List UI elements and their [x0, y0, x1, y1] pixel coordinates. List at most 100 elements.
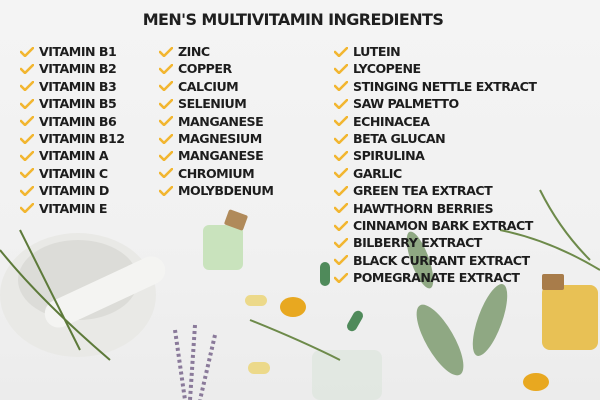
ingredient-item: GREEN TEA EXTRACT: [334, 182, 536, 199]
checkmark-icon: [334, 98, 348, 109]
minerals-column: ZINC COPPER CALCIUM SELENIUM MANGANESE MAGNES…: [159, 43, 274, 200]
sage-leaves: [406, 231, 508, 376]
checkmark-icon: [20, 46, 34, 57]
ingredient-item: VITAMIN B2: [20, 60, 125, 77]
ingredient-item: MANGANESE: [159, 113, 273, 130]
checkmark-icon: [159, 64, 173, 75]
green-oil-bottle: [203, 225, 243, 270]
ingredient-item: VITAMIN D: [20, 182, 125, 199]
ingredient-label: CINNAMON BARK EXTRACT: [353, 217, 533, 233]
ingredient-label: ZINC: [178, 44, 210, 59]
ingredient-label: HAWTHORN BERRIES: [353, 200, 494, 216]
rosemary-sprig: [249, 189, 600, 361]
checkmark-icon: [159, 116, 173, 127]
checkmark-icon: [334, 168, 348, 179]
checkmark-icon: [334, 237, 348, 248]
checkmark-icon: [334, 81, 348, 92]
ingredient-label: BILBERRY EXTRACT: [353, 235, 482, 251]
ingredient-item: CALCIUM: [159, 78, 273, 95]
checkmark-icon: [159, 46, 173, 57]
ingredient-label: GARLIC: [353, 165, 402, 181]
vitamins-column: VITAMIN B1 VITAMIN B2 VITAMIN B3 VITAMIN B5…: [20, 43, 125, 217]
ingredient-label: SELENIUM: [178, 96, 247, 112]
checkmark-icon: [334, 272, 348, 283]
ingredient-label: VITAMIN A: [39, 148, 109, 164]
ingredient-label: MANGANESE: [178, 113, 264, 129]
ingredient-item: ZINC: [159, 43, 273, 60]
checkmark-icon: [20, 64, 34, 75]
ingredient-item: STINGING NETTLE EXTRACT: [334, 78, 537, 95]
checkmark-icon: [334, 133, 348, 144]
ingredient-label: VITAMIN C: [39, 165, 108, 181]
checkmark-icon: [334, 203, 348, 214]
ingredient-item: MAGNESIUM: [159, 130, 273, 147]
ingredient-label: COPPER: [178, 61, 232, 77]
checkmark-icon: [20, 98, 34, 109]
ingredient-item: GARLIC: [334, 165, 536, 182]
capsule: [347, 310, 363, 332]
ingredient-label: SAW PALMETTO: [353, 96, 459, 112]
ingredient-label: BLACK CURRANT EXTRACT: [353, 252, 530, 268]
ingredient-item: CHROMIUM: [159, 165, 273, 182]
ingredient-label: GREEN TEA EXTRACT: [353, 183, 493, 199]
ingredient-item: VITAMIN E: [20, 200, 125, 217]
checkmark-icon: [334, 64, 348, 75]
capsule: [245, 295, 267, 306]
ingredient-item: BILBERRY EXTRACT: [334, 234, 536, 251]
ingredient-label: CALCIUM: [178, 78, 239, 94]
ingredient-label: VITAMIN B2: [39, 61, 117, 77]
extracts-column: LUTEIN LYCOPENE STINGING NETTLE EXTRACT SAW…: [334, 43, 537, 286]
checkmark-icon: [334, 185, 348, 196]
ingredient-item: MOLYBDENUM: [159, 182, 274, 199]
checkmark-icon: [20, 168, 34, 179]
page-title: MEN'S MULTIVITAMIN INGREDIENTS: [142, 10, 444, 29]
checkmark-icon: [20, 116, 34, 127]
ingredient-item: ECHINACEA: [334, 113, 536, 130]
checkmark-icon: [159, 98, 173, 109]
ingredient-label: VITAMIN B5: [39, 96, 117, 112]
ingredient-item: BETA GLUCAN: [334, 130, 536, 147]
checkmark-icon: [20, 133, 34, 144]
ingredient-label: STINGING NETTLE EXTRACT: [353, 78, 537, 94]
ingredient-item: VITAMIN C: [20, 165, 125, 182]
capsule: [248, 362, 270, 374]
ingredient-label: LUTEIN: [353, 44, 401, 59]
ingredient-label: VITAMIN B12: [39, 130, 125, 146]
ingredient-item: SAW PALMETTO: [334, 95, 536, 112]
ingredient-item: SELENIUM: [159, 95, 273, 112]
ingredient-item: VITAMIN A: [20, 147, 125, 164]
ingredient-label: VITAMIN B6: [39, 113, 117, 129]
ingredient-label: CHROMIUM: [178, 165, 255, 181]
ingredient-label: BETA GLUCAN: [353, 130, 446, 146]
lavender-sprigs: [173, 324, 217, 400]
clear-bottle: [312, 350, 382, 400]
ingredient-item: CINNAMON BARK EXTRACT: [334, 217, 536, 234]
ingredient-label: SPIRULINA: [353, 148, 425, 164]
ingredient-item: COPPER: [159, 60, 273, 77]
checkmark-icon: [334, 220, 348, 231]
ingredient-label: MAGNESIUM: [178, 130, 262, 146]
checkmark-icon: [20, 185, 34, 196]
checkmark-icon: [334, 46, 348, 57]
ingredient-item: LYCOPENE: [334, 60, 536, 77]
capsule: [320, 262, 330, 286]
ingredient-item: VITAMIN B5: [20, 95, 125, 112]
ingredient-item: HAWTHORN BERRIES: [334, 200, 536, 217]
ingredient-label: LYCOPENE: [353, 61, 421, 77]
checkmark-icon: [159, 133, 173, 144]
checkmark-icon: [334, 116, 348, 127]
ingredient-label: VITAMIN B1: [39, 44, 117, 59]
ingredient-item: BLACK CURRANT EXTRACT: [334, 252, 536, 269]
checkmark-icon: [334, 151, 348, 162]
ingredient-item: VITAMIN B3: [20, 78, 125, 95]
ingredient-item: MANGANESE: [159, 147, 273, 164]
yellow-oil-bottle: [542, 285, 598, 350]
checkmark-icon: [159, 81, 173, 92]
ingredient-item: VITAMIN B6: [20, 113, 125, 130]
ingredient-label: VITAMIN E: [39, 200, 108, 216]
ingredient-label: VITAMIN D: [39, 183, 109, 199]
ingredient-item: VITAMIN B12: [20, 130, 125, 147]
ingredient-label: VITAMIN B3: [39, 78, 117, 94]
ingredient-item: LUTEIN: [334, 43, 536, 60]
